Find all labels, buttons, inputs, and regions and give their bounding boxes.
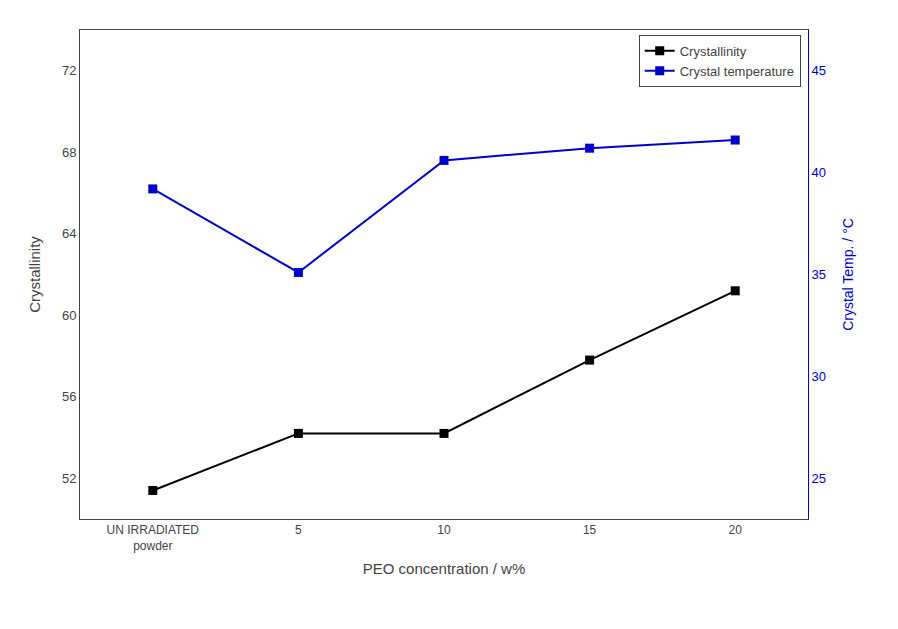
svg-text:64: 64	[62, 226, 76, 241]
svg-text:5: 5	[295, 523, 302, 537]
svg-text:40: 40	[812, 165, 826, 180]
svg-text:PEO concentration / w%: PEO concentration / w%	[363, 560, 526, 577]
svg-text:60: 60	[62, 308, 76, 323]
svg-text:UN IRRADIATEDpowder: UN IRRADIATEDpowder	[107, 523, 200, 553]
svg-text:15: 15	[583, 523, 597, 537]
svg-text:Crystallinity: Crystallinity	[680, 44, 747, 59]
svg-text:56: 56	[62, 389, 76, 404]
svg-text:72: 72	[62, 63, 76, 78]
svg-text:68: 68	[62, 145, 76, 160]
svg-text:30: 30	[812, 369, 826, 384]
svg-text:52: 52	[62, 471, 76, 486]
svg-text:20: 20	[729, 523, 743, 537]
svg-text:Crystallinity: Crystallinity	[26, 236, 43, 313]
svg-text:25: 25	[812, 471, 826, 486]
svg-text:10: 10	[437, 523, 451, 537]
svg-text:45: 45	[812, 63, 826, 78]
svg-text:Crystal Temp. / °C: Crystal Temp. / °C	[840, 218, 856, 331]
svg-text:35: 35	[812, 267, 826, 282]
svg-text:Crystal temperature: Crystal temperature	[680, 64, 794, 79]
